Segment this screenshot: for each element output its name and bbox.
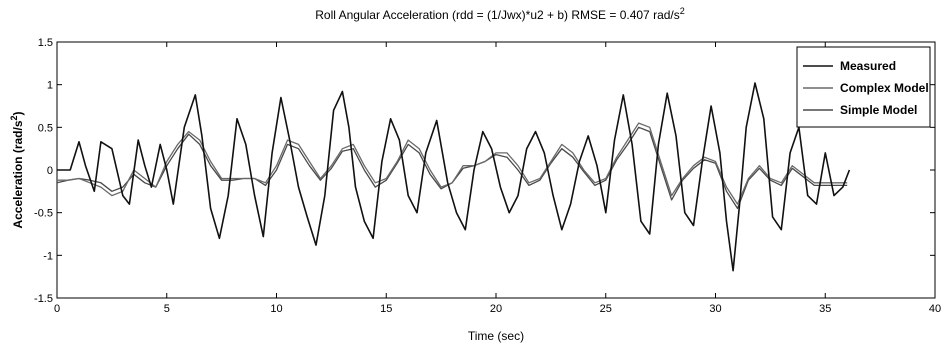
x-tick-label: 30 [709, 303, 721, 315]
series-line-complex-model [57, 122, 848, 205]
x-tick-label: 0 [54, 303, 60, 315]
x-tick-label: 20 [490, 303, 502, 315]
y-tick-label: 1.5 [38, 37, 53, 49]
legend-label-measured: Measured [840, 59, 896, 73]
series-layer [56, 82, 851, 272]
x-axis-title: Time (sec) [468, 329, 524, 343]
legend-label-simple-model: Simple Model [840, 103, 917, 117]
y-tick-label: -1.5 [34, 293, 53, 305]
series-line-measured [57, 82, 851, 272]
x-tick-label: 40 [929, 303, 941, 315]
legend-box [796, 46, 931, 128]
legend: Measured Complex Model Simple Model [796, 46, 931, 128]
legend-label-complex-model: Complex Model [840, 81, 929, 95]
y-tick-label: -0.5 [34, 208, 53, 220]
chart-title: Roll Angular Acceleration (rdd = (1/Jwx)… [315, 6, 685, 22]
y-tick-label: 0 [47, 165, 53, 177]
x-tick-label: 35 [819, 303, 831, 315]
x-tick-label: 25 [600, 303, 612, 315]
axis-ticks: 0 5 10 15 20 25 30 35 40 -1.5 -1 -0.5 0 0.5 1 1.5 [34, 37, 941, 315]
y-axis-title: Acceleration (rad/s2) [9, 111, 25, 228]
x-tick-label: 10 [270, 303, 282, 315]
x-tick-label: 15 [380, 303, 392, 315]
y-tick-label: 0.5 [38, 122, 53, 134]
y-tick-label: -1 [43, 250, 53, 262]
y-tick-label: 1 [47, 80, 53, 92]
x-tick-label: 5 [164, 303, 170, 315]
